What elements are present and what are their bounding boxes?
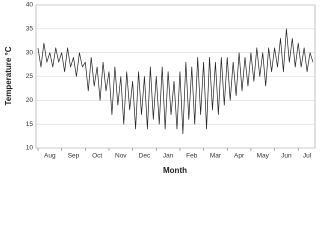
x-tick-label: Dec xyxy=(139,153,151,160)
x-tick-label: May xyxy=(257,153,270,160)
x-tick-label: Feb xyxy=(186,153,198,160)
x-tick-label: Oct xyxy=(92,153,102,160)
y-tick-label: 15 xyxy=(26,121,34,128)
x-tick-label: Jun xyxy=(281,153,292,160)
x-tick-label: Jul xyxy=(303,153,312,160)
y-tick-label: 25 xyxy=(26,73,34,80)
x-axis-title: Month xyxy=(163,166,187,175)
y-tick-label: 20 xyxy=(26,97,34,104)
y-tick-label: 40 xyxy=(26,2,34,9)
y-tick-label: 10 xyxy=(26,145,34,152)
x-tick-label: Nov xyxy=(115,153,127,160)
y-tick-label: 35 xyxy=(26,26,34,33)
x-tick-label: Sep xyxy=(68,153,80,160)
temperature-line xyxy=(37,28,314,135)
y-tick-label: 30 xyxy=(26,49,34,56)
x-tick-label: Mar xyxy=(210,153,222,160)
x-tick-label: Aug xyxy=(44,153,56,160)
chart: Month Temperature °C 10 15 20 25 30 35 40 Aug Se… xyxy=(4,2,316,175)
x-tick-label: Jan xyxy=(163,153,174,160)
x-tick-label: Apr xyxy=(234,153,245,160)
y-axis-title: Temperature °C xyxy=(4,46,13,105)
